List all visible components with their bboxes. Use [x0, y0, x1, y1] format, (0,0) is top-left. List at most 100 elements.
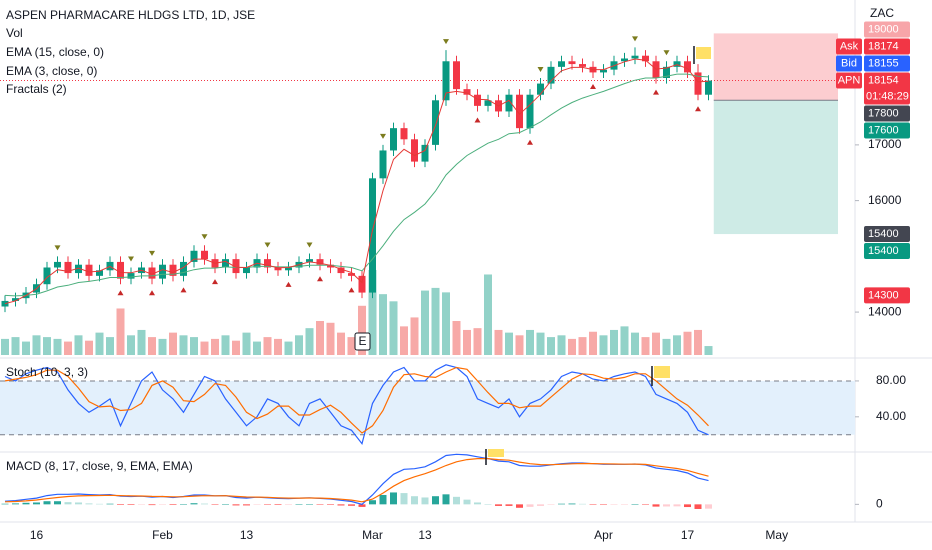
- price-badge-name-box: [836, 55, 862, 72]
- volume-bar: [326, 322, 335, 355]
- macd-histogram-bar: [621, 504, 628, 505]
- macd-histogram-bar: [432, 496, 439, 505]
- volume-bar: [421, 290, 429, 355]
- macd-histogram-bar: [474, 502, 481, 505]
- macd-histogram-bar: [127, 504, 135, 505]
- macd-histogram-bar: [537, 504, 544, 506]
- volume-bar: [358, 305, 366, 355]
- fractal-down: [527, 139, 533, 145]
- macd-line: [4, 458, 709, 503]
- candle-body: [306, 259, 313, 262]
- volume-bar: [32, 335, 41, 355]
- candle-body: [663, 66, 670, 78]
- main-layer: 14000 16000 17000 16 Feb 13 Mar 13 Apr 17 May 80.00…: [1, 47, 906, 542]
- candle-body: [631, 55, 639, 59]
- candle-body: [463, 89, 471, 95]
- candle-body: [64, 261, 72, 274]
- ema-line: [4, 58, 709, 305]
- macd-histogram-bar: [64, 502, 72, 505]
- fractal-up: [54, 245, 61, 251]
- stoch-line: [4, 364, 709, 446]
- legend-ema15: EMA (15, close, 0): [6, 45, 104, 59]
- price-badge-value: 19000: [868, 23, 899, 35]
- candle-body: [484, 100, 492, 106]
- stoch-tick-label: 40.00: [876, 409, 906, 423]
- macd-histogram-bar: [232, 504, 240, 506]
- macd-histogram-bar: [201, 503, 208, 505]
- candle-body: [369, 178, 376, 293]
- volume-bar: [43, 337, 51, 355]
- front-layer: E 18154 01:48:29 APN 18155 Bid 18174 Ask 19000 17…: [54, 21, 910, 351]
- x-tick-label: Mar: [362, 528, 383, 542]
- candle-body: [432, 100, 439, 145]
- volume-bar: [379, 294, 387, 355]
- volume-bar: [221, 335, 230, 355]
- macd-tick-label: 0: [876, 497, 883, 511]
- price-badge-value: 17800: [868, 107, 899, 119]
- flag-cloth: [654, 366, 670, 378]
- countdown: 01:48:29: [866, 90, 909, 102]
- flag-cloth: [488, 449, 504, 457]
- fractal-up: [264, 242, 271, 248]
- macd-histogram-bar: [43, 501, 51, 505]
- macd-histogram-bar: [463, 499, 471, 505]
- candle-body: [505, 94, 513, 112]
- macd-histogram-bar: [180, 504, 187, 505]
- candle-body: [190, 250, 198, 262]
- macd-histogram-bar: [75, 502, 82, 505]
- candle-body: [232, 259, 240, 274]
- volume-bar: [662, 338, 671, 355]
- volume-bar: [263, 337, 272, 355]
- volume-bar: [578, 337, 587, 355]
- x-tick-label: Feb: [152, 528, 173, 542]
- macd-histogram-bar: [169, 504, 177, 505]
- candle-body: [474, 94, 481, 106]
- volume-bar: [631, 332, 639, 355]
- legend-stoch: Stoch (10, 3, 3): [6, 365, 88, 379]
- candle-body: [96, 270, 103, 276]
- macd-histogram-bar: [274, 504, 282, 505]
- macd-histogram-bar: [526, 504, 534, 507]
- candle-body: [390, 128, 397, 151]
- candle-body: [201, 250, 208, 260]
- candle-body: [75, 264, 82, 274]
- earnings-label: E: [358, 334, 366, 348]
- volume-bar: [85, 340, 93, 355]
- candle-body: [274, 267, 282, 271]
- candle-body: [379, 150, 387, 179]
- candle-body: [558, 61, 565, 67]
- candle-body: [673, 61, 681, 67]
- candle-body: [600, 69, 607, 73]
- legend-ema3: EMA (3, close, 0): [6, 64, 97, 78]
- volume-bar: [137, 329, 146, 355]
- fractal-down: [149, 290, 155, 296]
- fractal-up: [128, 256, 134, 262]
- volume-bar: [410, 317, 419, 355]
- candle-body: [400, 128, 408, 140]
- volume-bar: [620, 326, 629, 355]
- macd-histogram-bar: [253, 504, 261, 505]
- ema-line: [4, 73, 709, 297]
- target-zone: [713, 100, 838, 235]
- candle-body: [127, 273, 135, 279]
- volume-bar: [610, 329, 618, 355]
- volume-bar: [442, 292, 450, 355]
- volume-bar: [389, 301, 398, 355]
- macd-histogram-bar: [190, 503, 198, 505]
- stoch-band: [0, 380, 855, 435]
- macd-histogram-bar: [316, 504, 324, 505]
- volume-bar: [484, 274, 492, 355]
- volume-bar: [211, 338, 219, 355]
- fractal-up: [663, 50, 670, 56]
- candle-body: [453, 61, 460, 90]
- candle-body: [222, 259, 229, 268]
- volume-bar: [74, 335, 83, 355]
- fractal-down: [653, 89, 659, 95]
- macd-histogram-bar: [369, 500, 376, 505]
- fractal-up: [201, 234, 208, 240]
- price-badge-value: 14300: [868, 289, 899, 301]
- price-badge-name: Bid: [841, 57, 857, 69]
- macd-histogram-bar: [558, 503, 565, 505]
- price-badge-value: 18154: [868, 74, 899, 86]
